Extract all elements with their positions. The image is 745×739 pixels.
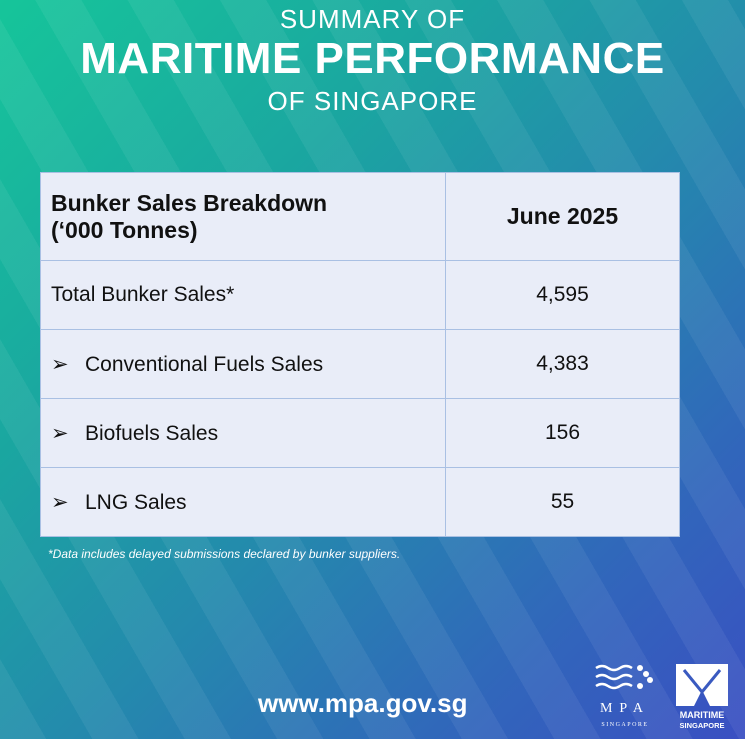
row-value: 4,595 [445,260,680,330]
maritime-singapore-logo-icon: MARITIME SINGAPORE [676,664,728,730]
table-header-row: Bunker Sales Breakdown (‘000 Tonnes) June… [40,172,680,261]
mpa-logo-icon: MPA SINGAPORE [595,664,653,728]
row-label: Total Bunker Sales* [40,260,446,330]
row-value: 55 [445,467,680,537]
header-period: June 2025 [445,172,680,261]
row-label: ➢ Biofuels Sales [40,398,446,468]
title-line-3: OF SINGAPORE [267,86,478,116]
table-row: ➢ Biofuels Sales 156 [40,398,680,468]
row-value: 156 [445,398,680,468]
row-label-text: Biofuels Sales [85,421,219,445]
table-row: ➢ LNG Sales 55 [40,467,680,537]
row-label-text: LNG Sales [85,490,187,514]
svg-text:SINGAPORE: SINGAPORE [679,721,724,730]
table-row: ➢ Conventional Fuels Sales 4,383 [40,329,680,399]
title-line-1: SUMMARY OF [279,4,466,34]
header-label-line-1: Bunker Sales Breakdown [51,189,328,216]
svg-text:SINGAPORE: SINGAPORE [601,722,648,728]
footnote: *Data includes delayed submissions decla… [48,547,401,561]
arrow-bullet-icon: ➢ [51,421,69,445]
svg-text:MARITIME: MARITIME [680,710,725,720]
header-label-line-2: (‘000 Tonnes) [51,216,198,243]
row-label: ➢ LNG Sales [40,467,446,537]
row-label: ➢ Conventional Fuels Sales [40,329,446,399]
arrow-bullet-icon: ➢ [51,352,69,376]
row-value: 4,383 [445,329,680,399]
svg-text:MPA: MPA [600,701,650,716]
bunker-sales-table: Bunker Sales Breakdown (‘000 Tonnes) June… [40,172,680,537]
arrow-bullet-icon: ➢ [51,490,69,514]
row-label-text: Conventional Fuels Sales [85,352,324,376]
table-row: Total Bunker Sales* 4,595 [40,260,680,330]
header-label: Bunker Sales Breakdown (‘000 Tonnes) [40,172,446,261]
title-line-2: MARITIME PERFORMANCE [80,34,665,83]
website-link[interactable]: www.mpa.gov.sg [258,688,468,718]
